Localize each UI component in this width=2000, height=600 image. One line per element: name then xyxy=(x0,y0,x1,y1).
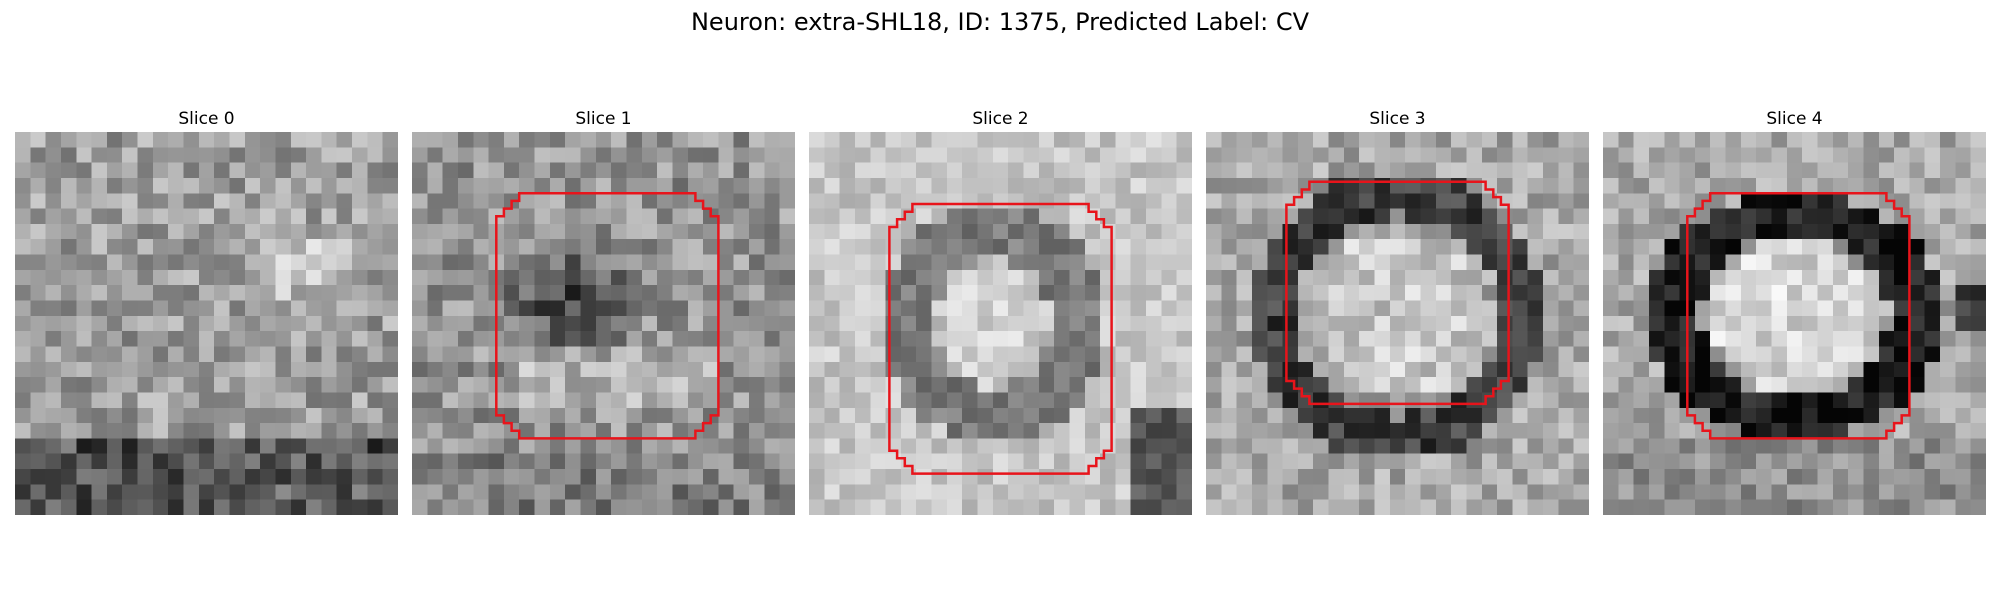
slice-title-3: Slice 3 xyxy=(1369,109,1426,129)
slice-image-1 xyxy=(412,132,795,515)
figure-title: Neuron: extra-SHL18, ID: 1375, Predicted… xyxy=(690,8,1310,36)
slice-image-3 xyxy=(1206,132,1589,515)
slice-title-1: Slice 1 xyxy=(575,109,632,129)
pixel-grid xyxy=(809,132,1192,515)
slice-title-4: Slice 4 xyxy=(1766,109,1823,129)
roi-outline xyxy=(1285,180,1510,406)
roi-outline xyxy=(1686,192,1911,440)
slice-image-0 xyxy=(15,132,398,515)
slice-panel-4: Slice 4 xyxy=(1603,108,1986,515)
slice-panel-1: Slice 1 xyxy=(412,108,795,515)
pixel-grid xyxy=(412,132,795,515)
slice-panel-0: Slice 0 xyxy=(15,108,398,515)
pixel-grid xyxy=(1206,132,1589,515)
roi-outline xyxy=(495,192,720,440)
slice-image-4 xyxy=(1603,132,1986,515)
slice-title-0: Slice 0 xyxy=(178,109,235,129)
slice-image-2 xyxy=(809,132,1192,515)
roi-outline xyxy=(888,202,1113,475)
pixel-grid xyxy=(1603,132,1986,515)
slice-panel-2: Slice 2 xyxy=(809,108,1192,515)
slice-panel-3: Slice 3 xyxy=(1206,108,1589,515)
pixel-grid xyxy=(15,132,398,515)
slice-title-2: Slice 2 xyxy=(972,109,1029,129)
